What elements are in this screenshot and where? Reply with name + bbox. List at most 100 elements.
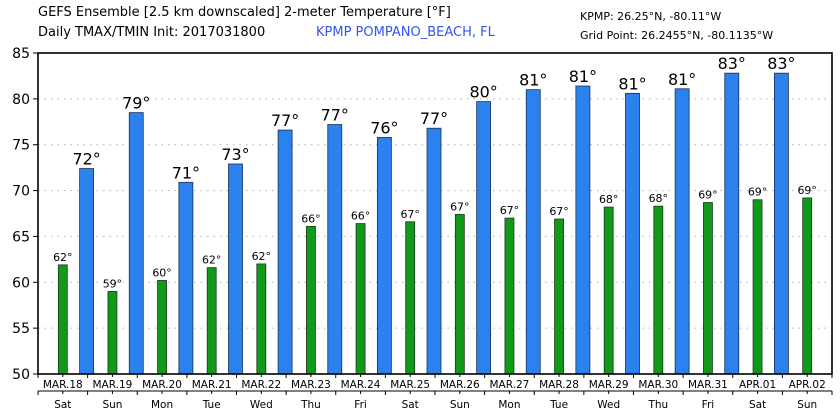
tmin-bar	[107, 291, 118, 375]
grid-point-coords: Grid Point: 26.2455°N, -80.1135°W	[580, 29, 774, 42]
tmin-bar	[405, 221, 416, 375]
tmin-bar	[454, 214, 465, 375]
x-tick-label: MAR.20	[142, 379, 182, 391]
tmax-bar	[575, 85, 591, 375]
tmin-bar	[703, 202, 713, 375]
tmin-bar	[157, 280, 167, 375]
y-tick-label: 75	[12, 138, 30, 154]
weekday-label: Wed	[250, 399, 273, 411]
weekday-label: Sat	[402, 399, 419, 411]
y-tick-label: 65	[12, 229, 30, 245]
tmax-label: 79°	[122, 94, 150, 113]
tmin-bar	[653, 205, 664, 375]
tmin-bar	[752, 199, 763, 375]
tmin-label: 67°	[450, 200, 470, 213]
tmax-label: 71°	[172, 163, 200, 182]
tmin-label: 69°	[797, 184, 817, 197]
x-tick-label: APR.02	[789, 379, 826, 391]
tmin-label: 66°	[351, 210, 371, 223]
tmin-label: 68°	[599, 193, 619, 206]
x-tick-label: MAR.27	[490, 379, 530, 391]
x-tick-label: MAR.28	[539, 379, 579, 391]
tmax-label: 83°	[767, 54, 795, 73]
tmin-label: 67°	[549, 205, 569, 218]
tmax-label: 81°	[618, 74, 646, 93]
chart-title: GEFS Ensemble [2.5 km downscaled] 2-mete…	[38, 5, 451, 20]
weekday-label: Thu	[300, 399, 321, 411]
x-tick-label: MAR.29	[589, 379, 629, 391]
y-tick-label: 85	[12, 46, 30, 62]
tmax-label: 83°	[718, 54, 746, 73]
tmax-bar	[79, 168, 95, 375]
tmax-label: 81°	[668, 70, 696, 89]
tmin-bar	[504, 217, 515, 375]
tmax-bar	[228, 163, 243, 375]
tmin-label: 59°	[103, 277, 123, 290]
tmin-bar	[256, 263, 267, 375]
tmax-label: 81°	[519, 71, 547, 90]
tmax-bar	[426, 127, 442, 375]
tmin-label: 67°	[500, 204, 520, 217]
tmax-bar	[277, 129, 293, 375]
tmax-label: 72°	[72, 150, 100, 169]
tmax-label: 76°	[370, 118, 398, 137]
tmin-bar	[306, 225, 316, 375]
y-tick-label: 80	[12, 92, 30, 108]
x-tick-label: MAR.31	[688, 379, 728, 391]
weekday-label: Fri	[354, 399, 367, 411]
tmin-label: 69°	[698, 188, 718, 201]
station-coords: KPMP: 26.25°N, -80.11°W	[580, 10, 722, 23]
tmax-label: 77°	[420, 109, 448, 128]
x-tick-label: MAR.18	[43, 379, 83, 391]
weekday-label: Wed	[597, 399, 620, 411]
tmax-label: 77°	[271, 111, 299, 130]
tmax-bar	[128, 112, 144, 375]
tmin-bar	[206, 267, 217, 375]
tmax-bar	[376, 136, 392, 375]
tmax-label: 80°	[469, 83, 497, 102]
station-name: KPMP POMPANO_BEACH, FL	[316, 25, 495, 40]
y-tick-label: 60	[12, 275, 30, 291]
weekday-label: Mon	[498, 399, 520, 411]
tmax-bar	[674, 88, 690, 375]
tmax-bar	[525, 89, 541, 375]
tmax-bar	[178, 181, 194, 375]
tmax-bar	[773, 72, 789, 375]
tmin-bar	[355, 223, 366, 375]
x-tick-label: MAR.22	[241, 379, 281, 391]
y-tick-label: 50	[12, 367, 30, 383]
weekday-label: Thu	[647, 399, 668, 411]
x-tick-label: APR.01	[739, 379, 776, 391]
weekday-label: Sat	[54, 399, 71, 411]
tmin-label: 67°	[400, 208, 420, 221]
tmin-label: 62°	[202, 254, 222, 267]
x-tick-label: MAR.23	[291, 379, 331, 391]
tmin-label: 60°	[152, 266, 172, 279]
weekday-label: Mon	[151, 399, 173, 411]
tmin-bar	[57, 264, 68, 375]
tmax-label: 77°	[321, 106, 349, 125]
tmin-label: 68°	[649, 192, 669, 205]
tmax-bar	[476, 101, 492, 375]
x-tick-label: MAR.24	[341, 379, 381, 391]
tmin-label: 69°	[748, 186, 768, 199]
tmax-bar	[625, 92, 640, 375]
x-tick-label: MAR.21	[192, 379, 232, 391]
tmin-label: 62°	[53, 251, 73, 264]
weekday-label: Tue	[202, 399, 221, 411]
tmax-bar	[724, 72, 740, 375]
x-tick-label: MAR.25	[390, 379, 430, 391]
tmax-bar	[327, 124, 343, 375]
tmin-bar	[802, 197, 813, 375]
weekday-label: Tue	[549, 399, 568, 411]
tmin-bar	[554, 218, 564, 375]
weekday-label: Fri	[702, 399, 715, 411]
chart-subtitle: Daily TMAX/TMIN Init: 2017031800	[38, 25, 266, 40]
weekday-label: Sun	[797, 399, 817, 411]
x-tick-label: MAR.30	[638, 379, 678, 391]
tmax-label: 81°	[569, 67, 597, 86]
tmin-bar	[603, 206, 614, 375]
y-tick-label: 55	[12, 321, 30, 337]
weekday-label: Sun	[102, 399, 122, 411]
